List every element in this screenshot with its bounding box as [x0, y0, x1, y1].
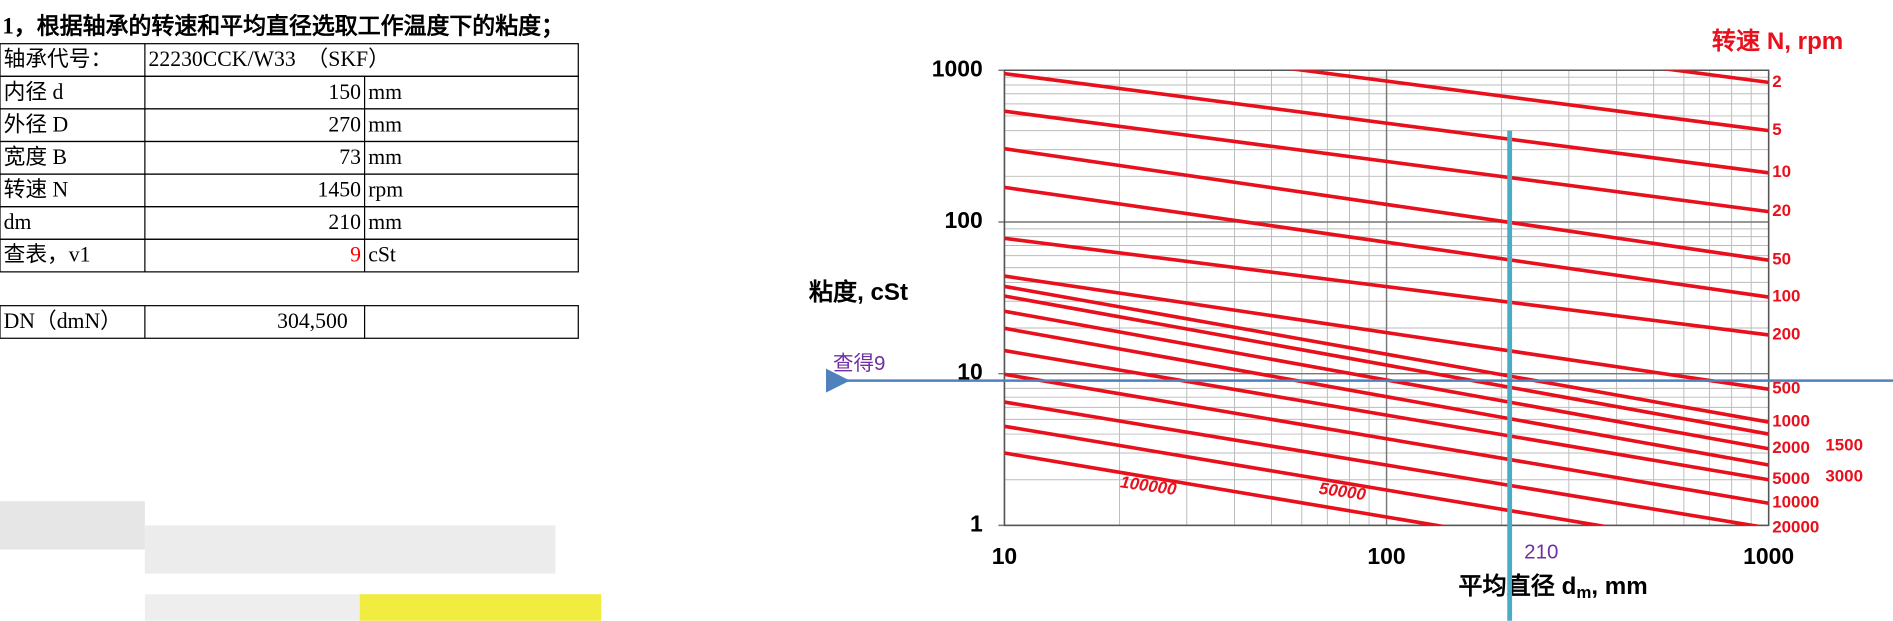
- speed-line: [1004, 185, 1769, 299]
- speed-line: [1004, 372, 1769, 506]
- speed-line: [1004, 424, 1610, 526]
- cell-border: [0, 206, 579, 240]
- cell-text: 1450: [318, 178, 362, 202]
- speed-line: [1004, 146, 1769, 262]
- x-label: 平均直径 d: [1458, 573, 1576, 601]
- x-tick-label: 1000: [1743, 543, 1794, 569]
- speed-label: 200: [1772, 324, 1800, 343]
- speed-label: 20000: [1772, 518, 1819, 537]
- speed-line: [1004, 284, 1769, 424]
- cell-text: 22230CCK/W33 （SKF）: [148, 47, 389, 71]
- cell-text: cSt: [368, 243, 396, 267]
- cell-text: 轴承代号：: [4, 47, 113, 71]
- speed-label: 1500: [1825, 436, 1863, 455]
- speed-label: 5000: [1772, 469, 1810, 488]
- speed-line: [1004, 109, 1769, 214]
- cell-border: [0, 140, 579, 175]
- cell-text: mm: [368, 80, 402, 104]
- speed-line: [1004, 71, 1769, 175]
- speed-label: 50: [1772, 250, 1791, 269]
- cell-text: mm: [368, 210, 402, 234]
- table: 轴承代号： 22230CCK/W33 （SKF） 内径 d 150 mm 外径 D 270 m…: [0, 43, 579, 339]
- x-axis-label: 平均直径 dm, mm: [1458, 573, 1647, 603]
- speed-label: 20: [1772, 201, 1791, 220]
- read-dm-label: 210: [1524, 541, 1558, 564]
- x-label-end: , mm: [1591, 574, 1647, 601]
- speed-line: [1004, 326, 1769, 467]
- speed-line: [1004, 236, 1769, 337]
- cell-text: 查表，v1: [4, 243, 91, 267]
- cell-text: 外径 D: [4, 112, 69, 136]
- speed-line: [1004, 400, 1764, 526]
- speed-label: 10000: [1772, 493, 1819, 512]
- speed-label: 100000: [1119, 472, 1178, 499]
- cell-border: [0, 75, 579, 110]
- cell-text: rpm: [368, 178, 403, 202]
- cell-text: 304,500: [277, 309, 348, 333]
- speed-line: [1004, 348, 1769, 482]
- y-tick-label: 100: [944, 207, 982, 233]
- speed-label: 10: [1772, 162, 1791, 181]
- speed-label: 500: [1772, 379, 1800, 398]
- chart: 10 100 10001101001000251020501002005001000…: [825, 55, 1893, 621]
- y-tick-label: 1000: [932, 55, 983, 81]
- blurred: [0, 501, 602, 621]
- cell-text: DN（dmN）: [4, 309, 122, 333]
- cell-text: 9: [350, 243, 361, 267]
- speed-label: 100: [1772, 287, 1800, 306]
- speed-line: [1289, 70, 1769, 133]
- speed-lines: [1004, 70, 1769, 526]
- cell-text: mm: [368, 112, 402, 136]
- cell-text: 73: [339, 145, 361, 169]
- y-tick-label: 1: [970, 510, 983, 536]
- speed-label: 2000: [1772, 438, 1810, 457]
- legend-title: 转速 N, rpm: [1712, 27, 1843, 55]
- cell-border: [0, 305, 579, 339]
- cell-text: 转速 N: [4, 178, 69, 202]
- cell-text: mm: [368, 145, 402, 169]
- x-label-sub: m: [1576, 584, 1591, 603]
- cell-border: [0, 238, 579, 273]
- speed-label: 2: [1772, 72, 1781, 91]
- cell-text: 内径 d: [4, 80, 64, 104]
- speed-line: [1004, 294, 1769, 436]
- header-title: 1，根据轴承的转速和平均直径选取工作温度下的粘度；: [2, 12, 564, 38]
- cell-text: 210: [328, 210, 361, 234]
- speed-line: [1004, 451, 1448, 526]
- cell-border: [0, 108, 579, 143]
- speed-label: 50000: [1318, 479, 1368, 504]
- speed-label: 3000: [1825, 467, 1863, 486]
- cell-text: 宽度 B: [4, 145, 67, 169]
- x-tick-label: 10: [992, 543, 1017, 569]
- cell-text: dm: [4, 210, 32, 234]
- x-tick-label: 100: [1367, 543, 1405, 569]
- cell-text: 150: [328, 80, 361, 104]
- y-axis-label: 粘度, cSt: [809, 278, 908, 306]
- cell-text: 270: [328, 112, 361, 136]
- read-visc-label: 查得9: [833, 352, 885, 375]
- speed-label: 5: [1772, 120, 1781, 139]
- speed-line: [1004, 274, 1769, 392]
- speed-label: 1000: [1772, 412, 1810, 431]
- cell-border: [0, 173, 579, 208]
